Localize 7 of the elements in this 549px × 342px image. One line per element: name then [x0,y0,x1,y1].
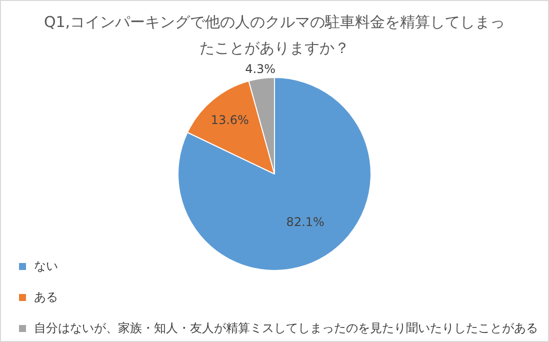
data-label: 4.3% [245,62,276,76]
legend-label: 自分はないが、家族・知人・友人が精算ミスしてしまったのを見たり聞いたりしたことがある [34,320,538,337]
data-label: 13.6% [210,112,249,127]
data-label: 82.1% [286,215,324,230]
legend-label: ある [34,289,58,306]
chart-title: Q1,コインパーキングで他の人のクルマの駐車料金を精算してしまったことがありますか？ [42,12,506,59]
legend-label: ない [34,258,58,275]
